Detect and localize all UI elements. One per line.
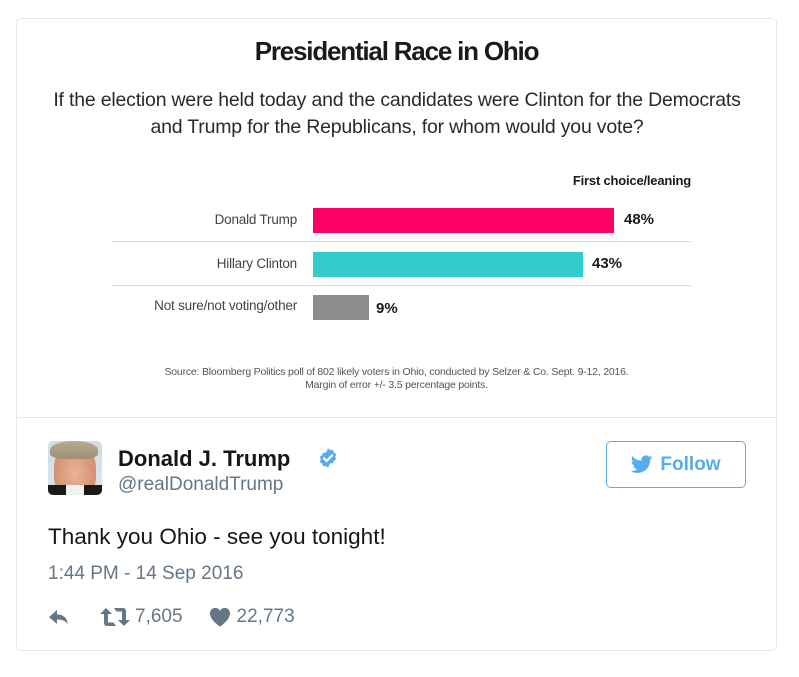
source-line-2: Margin of error +/- 3.5 percentage point… (305, 379, 488, 391)
row-label-trump: Donald Trump (214, 212, 298, 227)
chart-source: Source: Bloomberg Politics poll of 802 l… (17, 366, 776, 392)
follow-button[interactable]: Follow (606, 441, 746, 488)
row-label-other: Not sure/not voting/other (154, 298, 297, 313)
heart-icon (209, 607, 230, 627)
source-line-1: Source: Bloomberg Politics poll of 802 l… (164, 366, 629, 378)
tweet-card: Presidential Race in Ohio If the electio… (16, 18, 777, 651)
follow-label: Follow (660, 453, 721, 475)
twitter-bird-icon (631, 455, 654, 473)
tweet-actions: 7,605 22,773 (48, 603, 295, 631)
avatar-hair (50, 441, 98, 459)
bar-value-trump: 48% (624, 211, 655, 228)
bar-value-clinton: 43% (592, 255, 623, 272)
retweet-count: 7,605 (135, 606, 183, 627)
reply-button[interactable] (48, 608, 70, 626)
row-divider (111, 241, 691, 242)
legend-label: First choice/leaning (572, 173, 691, 188)
user-handle[interactable]: @realDonaldTrump (118, 474, 284, 495)
retweet-button[interactable]: 7,605 (100, 606, 183, 628)
like-count: 22,773 (236, 606, 295, 627)
verified-badge-icon (319, 448, 337, 468)
chart-image[interactable]: Presidential Race in Ohio If the electio… (17, 19, 776, 418)
bar-value-other: 9% (376, 300, 398, 317)
row-label-clinton: Hillary Clinton (216, 256, 297, 271)
chart-question: If the election were held today and the … (53, 89, 741, 138)
row-divider (111, 285, 691, 286)
retweet-icon (100, 608, 130, 626)
like-button[interactable]: 22,773 (209, 606, 295, 628)
user-name[interactable]: Donald J. Trump (118, 446, 291, 471)
bar-trump (313, 208, 614, 233)
chart-title: Presidential Race in Ohio (254, 36, 540, 66)
avatar[interactable] (48, 441, 102, 495)
bar-clinton (313, 252, 583, 277)
tweet-text: Thank you Ohio - see you tonight! (48, 524, 386, 549)
bar-other (313, 295, 369, 320)
avatar-collar (66, 485, 84, 495)
reply-icon (49, 610, 68, 624)
tweet-timestamp[interactable]: 1:44 PM - 14 Sep 2016 (48, 563, 244, 584)
